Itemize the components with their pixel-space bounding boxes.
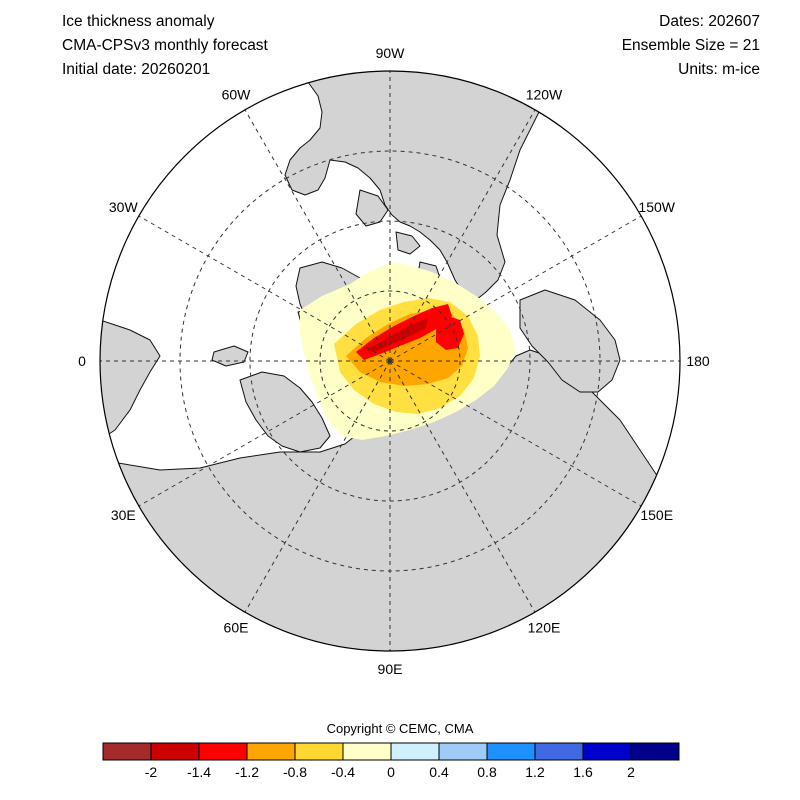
anomaly-dark-red — [366, 318, 428, 352]
colorbar-swatch — [294, 742, 344, 761]
colorbar-swatch — [438, 742, 488, 761]
meridian-line — [244, 109, 391, 362]
colorbar-swatch — [630, 742, 680, 761]
header-right: Dates: 202607 Ensemble Size = 21 Units: … — [622, 10, 760, 82]
meridian-line — [389, 360, 536, 613]
colorbar-swatch — [246, 742, 296, 761]
meridian-line — [244, 360, 391, 613]
map-title: Ice thickness anomaly — [62, 13, 215, 30]
longitude-label: 120E — [528, 620, 561, 636]
map-boundary — [99, 70, 681, 652]
colorbar-swatch — [534, 742, 584, 761]
colorbar-tick-label: 0.8 — [477, 764, 497, 780]
colorbar-swatch — [582, 742, 632, 761]
longitude-label: 150E — [640, 507, 673, 523]
longitude-label: 90E — [378, 661, 403, 677]
latitude-circle — [319, 290, 461, 432]
meridian-line — [138, 360, 391, 507]
initial-date: Initial date: 20260201 — [62, 61, 211, 78]
colorbar-tick-label: -2 — [145, 764, 158, 780]
colorbar-swatch — [342, 742, 392, 761]
graticule — [100, 71, 680, 651]
longitude-label: 120W — [526, 86, 563, 102]
model-name: CMA-CPSv3 monthly forecast — [62, 37, 268, 54]
anomaly-field — [300, 262, 516, 440]
colorbar-tick-label: 1.2 — [525, 764, 545, 780]
meridian-line — [138, 215, 391, 362]
colorbar-tick-label: -0.4 — [331, 764, 355, 780]
scandinavia — [239, 371, 331, 453]
colorbar-tick-label: 2 — [627, 764, 635, 780]
longitude-label: 30W — [109, 199, 139, 215]
colorbar-tick-label: 0 — [387, 764, 395, 780]
longitude-label: 0 — [78, 353, 86, 369]
copyright: Copyright © CEMC, CMA — [326, 721, 474, 736]
alaska — [519, 289, 621, 393]
longitude-label: 30E — [111, 507, 136, 523]
colorbar-tick-label: 1.6 — [573, 764, 593, 780]
colorbar-tick-label: -1.2 — [235, 764, 259, 780]
archipelago-island — [355, 189, 389, 227]
colorbar-swatch — [150, 742, 200, 761]
longitude-label: 150W — [638, 199, 675, 215]
colorbar-swatch — [198, 742, 248, 761]
longitude-label: 180 — [686, 353, 710, 369]
colorbar-tick-label: 0.4 — [429, 764, 449, 780]
meridian-line — [389, 215, 642, 362]
meridian-line — [389, 360, 642, 507]
archipelago-island — [395, 231, 421, 255]
header-left: Ice thickness anomaly CMA-CPSv3 monthly … — [62, 10, 268, 82]
colorbar-tick-label: -1.4 — [187, 764, 211, 780]
colorbar-swatch — [486, 742, 536, 761]
meridian-line — [389, 109, 536, 362]
colorbar-tick-label: -0.8 — [283, 764, 307, 780]
units: Units: m-ice — [678, 61, 760, 78]
longitude-label: 60E — [224, 620, 249, 636]
colorbar-swatch — [390, 742, 440, 761]
longitude-label: 90W — [376, 45, 406, 61]
forecast-dates: Dates: 202607 — [659, 13, 760, 30]
longitude-label: 60W — [222, 86, 252, 102]
ensemble-size: Ensemble Size = 21 — [621, 37, 760, 54]
colorbar-swatch — [102, 742, 152, 761]
